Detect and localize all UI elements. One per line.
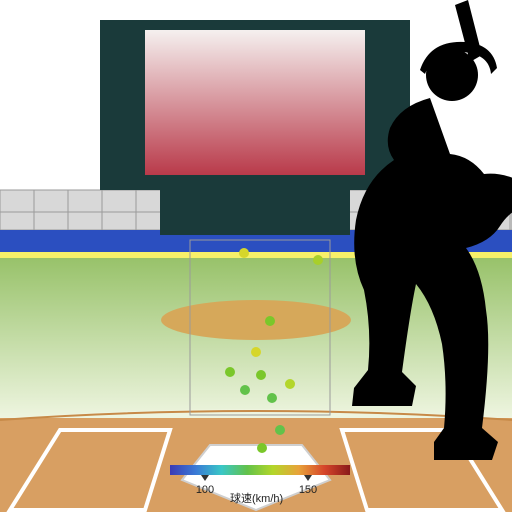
pitch-location-chart: 100 150 球速(km/h)	[0, 0, 512, 512]
colorbar-label: 球速(km/h)	[230, 491, 283, 505]
pitch-point	[240, 385, 250, 395]
scoreboard-screen	[145, 30, 365, 175]
pitch-point	[265, 316, 275, 326]
pitch-point	[285, 379, 295, 389]
pitch-point	[239, 248, 249, 258]
chart-svg: 100 150 球速(km/h)	[0, 0, 512, 512]
pitch-point	[256, 370, 266, 380]
colorbar-tick-label: 100	[196, 484, 214, 496]
speed-colorbar	[170, 465, 350, 475]
pitch-point	[257, 443, 267, 453]
pitch-point	[313, 255, 323, 265]
scoreboard-base	[160, 190, 350, 235]
colorbar-tick-label: 150	[299, 484, 317, 496]
pitch-point	[275, 425, 285, 435]
pitch-point	[225, 367, 235, 377]
pitch-point	[251, 347, 261, 357]
pitch-point	[267, 393, 277, 403]
